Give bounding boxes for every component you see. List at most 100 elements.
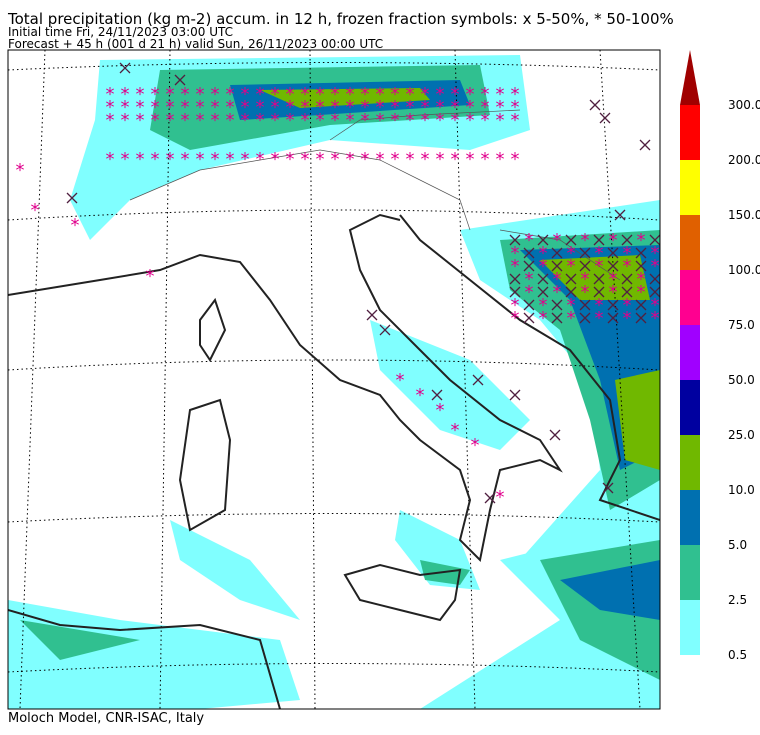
- snow-symbol: *: [331, 110, 340, 131]
- mixed-symbol: [565, 273, 577, 285]
- snow-symbol: *: [496, 487, 505, 508]
- snow-symbol: *: [421, 84, 430, 105]
- colorbar-segment: [680, 215, 700, 270]
- snow-symbol: *: [623, 308, 632, 329]
- snow-symbol: *: [391, 84, 400, 105]
- snow-symbol: *: [271, 110, 280, 131]
- mixed-symbol: [589, 99, 601, 111]
- colorbar-label: 5.0: [728, 538, 747, 552]
- snow-symbol: *: [256, 97, 265, 118]
- mixed-symbol: [431, 389, 443, 401]
- snow-symbol: *: [286, 110, 295, 131]
- snow-symbol: *: [511, 84, 520, 105]
- snow-symbol: *: [211, 149, 220, 170]
- snow-symbol: *: [637, 282, 646, 303]
- snow-symbol: *: [406, 84, 415, 105]
- snow-symbol: *: [211, 110, 220, 131]
- snow-symbol: *: [106, 97, 115, 118]
- snow-symbol: *: [391, 110, 400, 131]
- snow-symbol: *: [151, 110, 160, 131]
- mixed-symbol: [523, 247, 535, 259]
- snow-symbol: *: [211, 97, 220, 118]
- snow-symbol: *: [421, 97, 430, 118]
- snow-symbol: *: [181, 110, 190, 131]
- mixed-symbol: [593, 286, 605, 298]
- mixed-symbol: [635, 247, 647, 259]
- snow-symbol: *: [106, 110, 115, 131]
- snow-symbol: *: [256, 149, 265, 170]
- snow-symbol: *: [406, 97, 415, 118]
- snow-symbol: *: [406, 149, 415, 170]
- mixed-symbol: [579, 247, 591, 259]
- mixed-symbol: [579, 260, 591, 272]
- mixed-symbol: [549, 429, 561, 441]
- snow-symbol: *: [376, 84, 385, 105]
- snow-symbol: *: [436, 97, 445, 118]
- snow-symbol: *: [511, 149, 520, 170]
- colorbar-label: 150.0: [728, 208, 760, 222]
- snow-symbol: *: [301, 110, 310, 131]
- mixed-symbol: [579, 299, 591, 311]
- mixed-symbol: [66, 192, 78, 204]
- mixed-symbol: [602, 482, 614, 494]
- colorbar-segment: [680, 325, 700, 380]
- snow-symbol: *: [511, 256, 520, 277]
- snow-symbol: *: [106, 149, 115, 170]
- snow-symbol: *: [196, 84, 205, 105]
- snow-symbol: *: [331, 97, 340, 118]
- snow-symbol: *: [181, 97, 190, 118]
- snow-symbol: *: [525, 269, 534, 290]
- snow-symbol: *: [511, 308, 520, 329]
- colorbar-segment: [680, 105, 700, 160]
- colorbar-segment: [680, 545, 700, 600]
- snow-symbol: *: [451, 149, 460, 170]
- snow-symbol: *: [226, 97, 235, 118]
- snow-symbol: *: [256, 110, 265, 131]
- snow-symbol: *: [416, 385, 425, 406]
- mixed-symbol: [607, 299, 619, 311]
- mixed-symbol: [379, 324, 391, 336]
- colorbar-over: [680, 50, 700, 105]
- snow-symbol: *: [651, 295, 660, 316]
- colorbar-label: 0.5: [728, 648, 747, 662]
- snow-symbol: *: [241, 110, 250, 131]
- snow-symbol: *: [391, 97, 400, 118]
- snow-symbol: *: [436, 400, 445, 421]
- snow-symbol: *: [436, 149, 445, 170]
- snow-symbol: *: [196, 149, 205, 170]
- snow-symbol: *: [539, 256, 548, 277]
- snow-symbol: *: [151, 84, 160, 105]
- snow-symbol: *: [376, 97, 385, 118]
- snow-symbol: *: [553, 269, 562, 290]
- snow-symbol: *: [16, 160, 25, 181]
- snow-symbol: *: [609, 269, 618, 290]
- snow-symbol: *: [136, 110, 145, 131]
- snow-symbol: *: [623, 243, 632, 264]
- snow-symbol: *: [256, 84, 265, 105]
- mixed-symbol: [593, 273, 605, 285]
- snow-symbol: *: [181, 149, 190, 170]
- mixed-symbol: [509, 286, 521, 298]
- snow-symbol: *: [181, 84, 190, 105]
- snow-symbol: *: [567, 256, 576, 277]
- mixed-symbol: [523, 260, 535, 272]
- snow-symbol: *: [651, 243, 660, 264]
- snow-symbol: *: [31, 200, 40, 221]
- map: * * * * * * * * * * * * * * * * * * * * * * * * * * * ** * * * * * * * * * * *…: [8, 50, 660, 709]
- initial-time: Initial time Fri, 24/11/2023 03:00 UTC: [8, 25, 233, 39]
- snow-symbol: *: [651, 308, 660, 329]
- snow-symbol: *: [391, 149, 400, 170]
- mixed-symbol: [649, 273, 660, 285]
- snow-symbol: *: [553, 230, 562, 251]
- snow-symbol: *: [609, 230, 618, 251]
- snow-symbol: *: [196, 97, 205, 118]
- mixed-symbol: [174, 74, 186, 86]
- snow-symbol: *: [511, 110, 520, 131]
- snow-symbol: *: [525, 230, 534, 251]
- snow-symbol: *: [451, 110, 460, 131]
- snow-symbol: *: [511, 97, 520, 118]
- mixed-symbol: [551, 299, 563, 311]
- snow-symbol: *: [451, 84, 460, 105]
- snow-symbol: *: [466, 149, 475, 170]
